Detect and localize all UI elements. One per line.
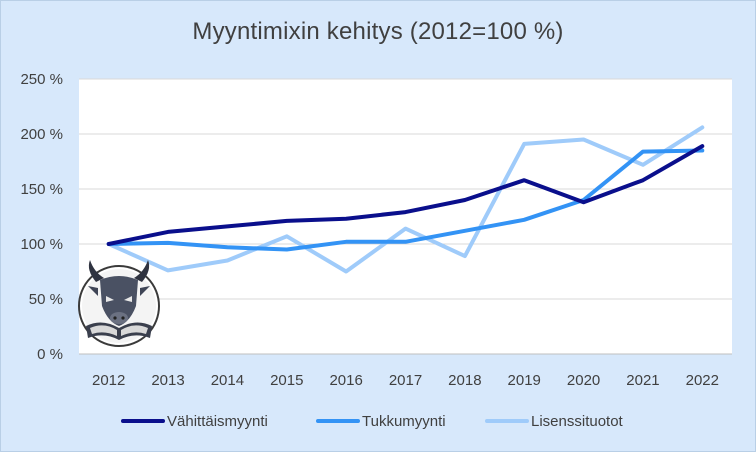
x-tick-label: 2015 [270,372,303,389]
x-tick-label: 2022 [686,372,719,389]
y-axis-tick-labels: 0 % 50 % 100 % 150 % 200 % 250 % [20,71,63,363]
legend-label: Vähittäismyynti [167,413,268,430]
x-tick-label: 2017 [389,372,422,389]
x-tick-label: 2019 [508,372,541,389]
x-axis-tick-labels: 2012 2013 2014 2015 2016 2017 2018 2019 2020 2021… [92,372,719,389]
legend-entry: Tukkumyynti [316,413,446,430]
series-lines [106,125,705,274]
y-tick-label: 50 % [29,291,63,308]
bull-reading-book-icon [78,260,160,347]
y-tick-label: 200 % [20,126,63,143]
legend: Vähittäismyynti Tukkumyynti Lisenssituotot [121,413,624,430]
x-tick-label: 2021 [626,372,659,389]
x-tick-label: 2016 [329,372,362,389]
legend-label: Tukkumyynti [362,413,446,430]
y-tick-label: 250 % [20,71,63,88]
legend-label: Lisenssituotot [531,413,624,430]
series-line-3 [106,125,705,274]
plot-area [79,79,732,354]
y-tick-label: 100 % [20,236,63,253]
series-line-1 [106,144,705,246]
legend-entry: Lisenssituotot [485,413,624,430]
x-tick-label: 2014 [211,372,244,389]
x-tick-label: 2020 [567,372,600,389]
gridlines [79,78,732,355]
legend-entry: Vähittäismyynti [121,413,268,430]
x-tick-label: 2018 [448,372,481,389]
series-line-2 [106,148,705,252]
x-tick-label: 2012 [92,372,125,389]
chart-title: Myyntimixin kehitys (2012=100 %) [192,18,564,45]
y-tick-label: 150 % [20,181,63,198]
y-tick-label: 0 % [37,346,63,363]
x-tick-label: 2013 [151,372,184,389]
